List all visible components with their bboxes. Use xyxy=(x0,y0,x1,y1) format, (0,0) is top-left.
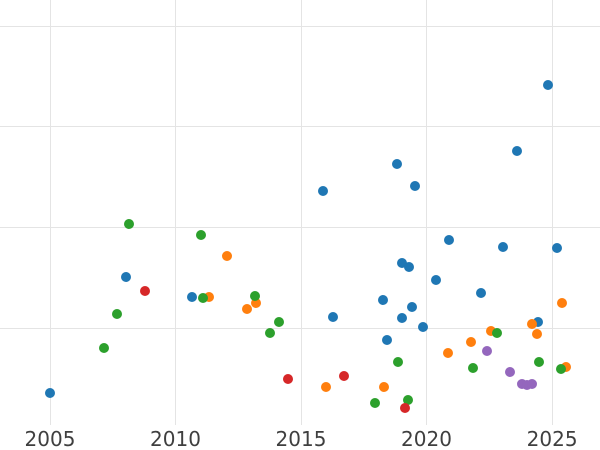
y-gridline xyxy=(0,126,600,128)
data-point-purple xyxy=(482,346,492,357)
data-point-orange xyxy=(242,303,252,314)
data-point-orange xyxy=(532,329,542,339)
data-point-purple xyxy=(505,367,516,378)
x-gridline xyxy=(300,0,302,425)
data-point-blue xyxy=(327,311,338,322)
data-point-orange xyxy=(527,319,537,329)
data-point-orange xyxy=(251,297,262,308)
data-point-blue xyxy=(543,79,553,90)
data-point-purple xyxy=(521,380,532,391)
y-gridline xyxy=(0,327,600,329)
data-point-red xyxy=(282,374,293,385)
data-point-orange xyxy=(321,382,332,393)
x-tick-label: 2010 xyxy=(150,427,201,450)
data-point-orange xyxy=(443,348,454,359)
data-point-orange xyxy=(203,291,214,302)
data-point-orange xyxy=(561,362,572,373)
data-point-green xyxy=(264,328,275,338)
data-point-green xyxy=(392,357,403,368)
data-point-red xyxy=(399,402,410,413)
data-point-blue xyxy=(378,294,389,305)
data-point-blue xyxy=(121,271,131,282)
data-point-blue xyxy=(476,287,486,298)
data-point-orange xyxy=(379,382,390,393)
x-gridline xyxy=(551,0,553,425)
data-point-orange xyxy=(221,250,232,261)
data-point-green xyxy=(196,230,207,241)
data-point-green xyxy=(370,398,381,409)
x-gridline xyxy=(426,0,427,425)
data-point-blue xyxy=(512,145,523,156)
x-tick-label: 2015 xyxy=(275,427,327,450)
data-point-green xyxy=(124,219,134,230)
x-tick-label: 2020 xyxy=(401,427,452,450)
x-gridline xyxy=(49,0,51,425)
y-gridline xyxy=(0,25,600,27)
data-point-blue xyxy=(318,186,329,197)
data-point-blue xyxy=(533,317,543,327)
data-point-green xyxy=(534,357,544,368)
data-point-green xyxy=(98,343,109,354)
data-point-red xyxy=(139,285,150,296)
data-point-green xyxy=(468,363,478,374)
data-point-orange xyxy=(486,326,496,336)
data-point-orange xyxy=(466,337,476,348)
data-point-blue xyxy=(187,291,198,302)
data-point-blue xyxy=(391,159,402,169)
data-point-blue xyxy=(431,274,442,285)
data-point-purple xyxy=(527,379,537,390)
x-tick-label: 2005 xyxy=(24,427,76,450)
data-point-green xyxy=(492,328,503,338)
data-point-orange xyxy=(557,297,568,308)
data-point-green xyxy=(402,395,413,406)
data-point-blue xyxy=(418,322,428,332)
x-tick-label: 2025 xyxy=(526,427,578,450)
data-point-green xyxy=(112,308,122,319)
data-point-blue xyxy=(396,312,407,323)
data-point-red xyxy=(338,371,349,382)
data-point-blue xyxy=(410,181,420,192)
data-point-blue xyxy=(396,257,407,268)
data-point-green xyxy=(273,317,284,327)
data-point-green xyxy=(556,364,567,375)
data-point-blue xyxy=(45,388,55,399)
x-gridline xyxy=(175,0,176,425)
data-point-blue xyxy=(552,242,563,253)
data-point-green xyxy=(198,292,209,303)
data-point-blue xyxy=(444,234,455,245)
data-point-blue xyxy=(404,261,414,272)
data-point-blue xyxy=(382,335,393,346)
data-point-blue xyxy=(407,301,417,312)
y-gridline xyxy=(0,226,600,228)
data-point-blue xyxy=(498,241,509,252)
data-point-green xyxy=(250,290,261,301)
